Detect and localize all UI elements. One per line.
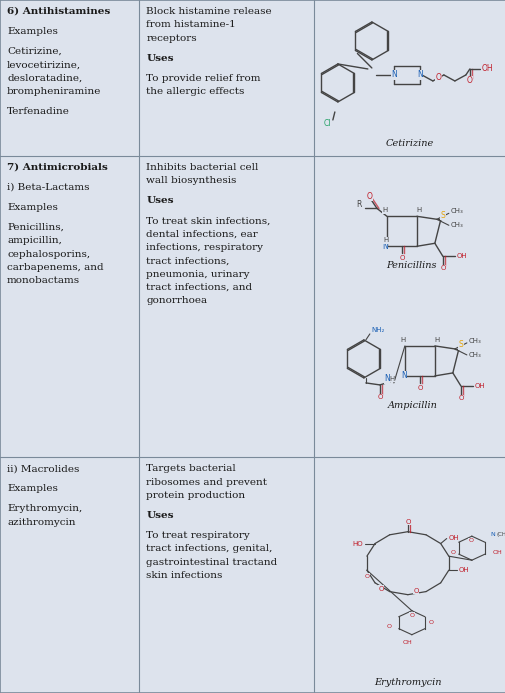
Text: ampicillin,: ampicillin, — [7, 236, 62, 245]
Text: tract infections, and: tract infections, and — [146, 283, 252, 292]
Text: monobactams: monobactams — [7, 277, 80, 286]
Text: R: R — [356, 200, 361, 209]
Text: O: O — [409, 613, 414, 617]
Text: Ampicillin: Ampicillin — [387, 401, 437, 410]
Text: ribosomes and prevent: ribosomes and prevent — [146, 477, 267, 486]
Text: OH: OH — [456, 253, 467, 259]
Text: Examples: Examples — [7, 203, 58, 212]
Text: Terfenadine: Terfenadine — [7, 107, 70, 116]
Text: N: N — [383, 374, 389, 383]
Text: Examples: Examples — [7, 484, 58, 493]
Text: desloratadine,: desloratadine, — [7, 73, 82, 82]
Text: O: O — [428, 620, 432, 625]
Text: O: O — [366, 192, 372, 201]
Text: gonorrhoea: gonorrhoea — [146, 297, 207, 305]
Text: OH: OH — [492, 550, 501, 554]
Text: CH₃: CH₃ — [468, 338, 481, 344]
Text: O: O — [413, 588, 418, 594]
Text: Uses: Uses — [146, 53, 173, 62]
Text: To treat skin infections,: To treat skin infections, — [146, 216, 270, 225]
Text: protein production: protein production — [146, 491, 245, 500]
Text: CH₃: CH₃ — [450, 222, 463, 228]
Text: H: H — [416, 207, 421, 213]
Text: HO: HO — [351, 541, 362, 547]
Text: Cetirizine,: Cetirizine, — [7, 47, 62, 56]
Text: pneumonia, urinary: pneumonia, urinary — [146, 270, 249, 279]
Text: azithromycin: azithromycin — [7, 518, 75, 527]
Text: cephalosporins,: cephalosporins, — [7, 249, 90, 258]
Text: H: H — [433, 337, 439, 343]
Text: Penicillins: Penicillins — [386, 261, 436, 270]
Text: OH: OH — [481, 64, 492, 73]
Text: Uses: Uses — [146, 196, 173, 205]
Text: O: O — [416, 385, 422, 391]
Text: ii) Macrolides: ii) Macrolides — [7, 464, 79, 473]
Text: O: O — [468, 538, 472, 543]
Text: H: H — [381, 207, 387, 213]
Text: N: N — [390, 71, 396, 80]
Text: from histamine-1: from histamine-1 — [146, 20, 235, 29]
Text: Targets bacterial: Targets bacterial — [146, 464, 235, 473]
Text: CH₃: CH₃ — [468, 352, 481, 358]
Text: N: N — [381, 242, 387, 251]
Text: Cl: Cl — [323, 119, 330, 128]
Text: Penicillins,: Penicillins, — [7, 223, 64, 232]
Text: Inhibits bacterial cell: Inhibits bacterial cell — [146, 163, 258, 172]
Text: O: O — [449, 550, 454, 554]
Text: H: H — [388, 376, 394, 382]
Text: tract infections, genital,: tract infections, genital, — [146, 545, 272, 554]
Text: O: O — [435, 73, 440, 82]
Text: O: O — [376, 394, 382, 400]
Text: dental infections, ear: dental infections, ear — [146, 229, 258, 238]
Text: Erythromycin,: Erythromycin, — [7, 505, 82, 514]
Text: O: O — [378, 586, 383, 592]
Text: 7) Antimicrobials: 7) Antimicrobials — [7, 163, 108, 172]
Text: N: N — [490, 532, 494, 536]
Text: O: O — [457, 395, 463, 401]
Text: H: H — [399, 337, 405, 343]
Text: S: S — [458, 340, 462, 349]
Text: O: O — [405, 518, 410, 525]
Text: infections, respiratory: infections, respiratory — [146, 243, 263, 252]
Text: levocetirizine,: levocetirizine, — [7, 60, 81, 69]
Text: To treat respiratory: To treat respiratory — [146, 531, 249, 540]
Text: OH: OH — [458, 567, 469, 573]
Text: Uses: Uses — [146, 511, 173, 520]
Text: i) Beta-Lactams: i) Beta-Lactams — [7, 183, 89, 192]
Text: (CH₃)₂: (CH₃)₂ — [496, 532, 505, 536]
Text: O: O — [466, 76, 472, 85]
Text: Block histamine release: Block histamine release — [146, 7, 271, 16]
Text: OH: OH — [402, 640, 412, 645]
Text: O: O — [364, 574, 369, 579]
Text: gastrointestinal tractand: gastrointestinal tractand — [146, 558, 277, 567]
Text: O: O — [386, 624, 390, 629]
Text: NH₂: NH₂ — [371, 327, 384, 333]
Text: OH: OH — [474, 383, 484, 389]
Text: Erythromycin: Erythromycin — [373, 678, 441, 687]
Text: 6) Antihistamines: 6) Antihistamines — [7, 7, 110, 16]
Text: Cetirizine: Cetirizine — [385, 139, 433, 148]
Text: tract infections,: tract infections, — [146, 256, 229, 265]
Text: wall biosynthesis: wall biosynthesis — [146, 176, 236, 185]
Text: Examples: Examples — [7, 27, 58, 36]
Text: N: N — [400, 371, 406, 380]
Text: CH₃: CH₃ — [450, 209, 463, 214]
Text: receptors: receptors — [146, 34, 196, 43]
Text: skin infections: skin infections — [146, 571, 222, 580]
Text: brompheniramine: brompheniramine — [7, 87, 101, 96]
Text: To provide relief from: To provide relief from — [146, 73, 260, 82]
Text: N: N — [416, 71, 422, 80]
Text: H: H — [382, 237, 388, 243]
Text: carbapenems, and: carbapenems, and — [7, 263, 104, 272]
Text: S: S — [440, 211, 444, 220]
Text: OH: OH — [448, 534, 459, 541]
Text: O: O — [398, 255, 404, 261]
Text: O: O — [439, 265, 445, 271]
Text: the allergic effects: the allergic effects — [146, 87, 244, 96]
